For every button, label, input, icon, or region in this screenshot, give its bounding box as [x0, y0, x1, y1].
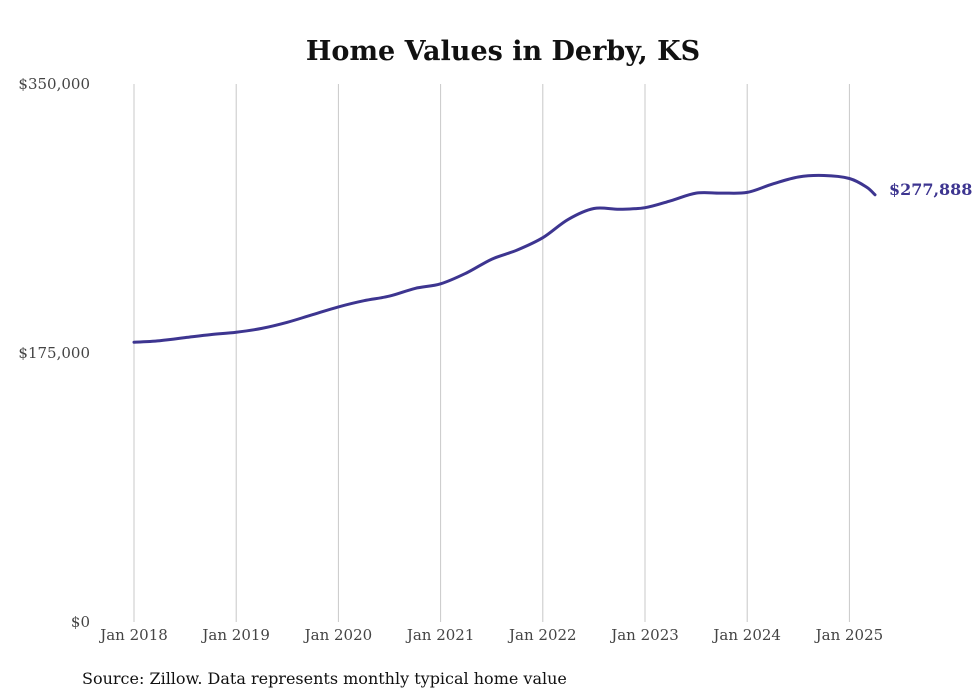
x-tick-label: Jan 2018 — [98, 626, 168, 644]
chart-title: Home Values in Derby, KS — [306, 36, 700, 67]
x-tick-label: Jan 2021 — [405, 626, 475, 644]
series-line — [132, 173, 877, 344]
y-tick-label: $175,000 — [18, 344, 90, 362]
x-tick-label: Jan 2025 — [814, 626, 884, 644]
y-tick-label: $350,000 — [18, 75, 90, 93]
x-tick-label: Jan 2023 — [609, 626, 679, 644]
x-tick-label: Jan 2020 — [303, 626, 373, 644]
x-tick-label: Jan 2024 — [711, 626, 781, 644]
series-layer — [132, 173, 877, 344]
gridlines — [133, 84, 850, 622]
y-axis-ticks: $0 $175,000 $350,000 — [18, 75, 90, 631]
y-tick-label: $0 — [71, 613, 90, 631]
x-tick-label: Jan 2022 — [507, 626, 577, 644]
x-axis-ticks: Jan 2018 Jan 2019 Jan 2020 Jan 2021 Jan 2022… — [98, 626, 883, 644]
x-tick-label: Jan 2019 — [200, 626, 270, 644]
source-note: Source: Zillow. Data represents monthly … — [82, 669, 567, 688]
end-value-label: $277,888 — [889, 180, 973, 199]
